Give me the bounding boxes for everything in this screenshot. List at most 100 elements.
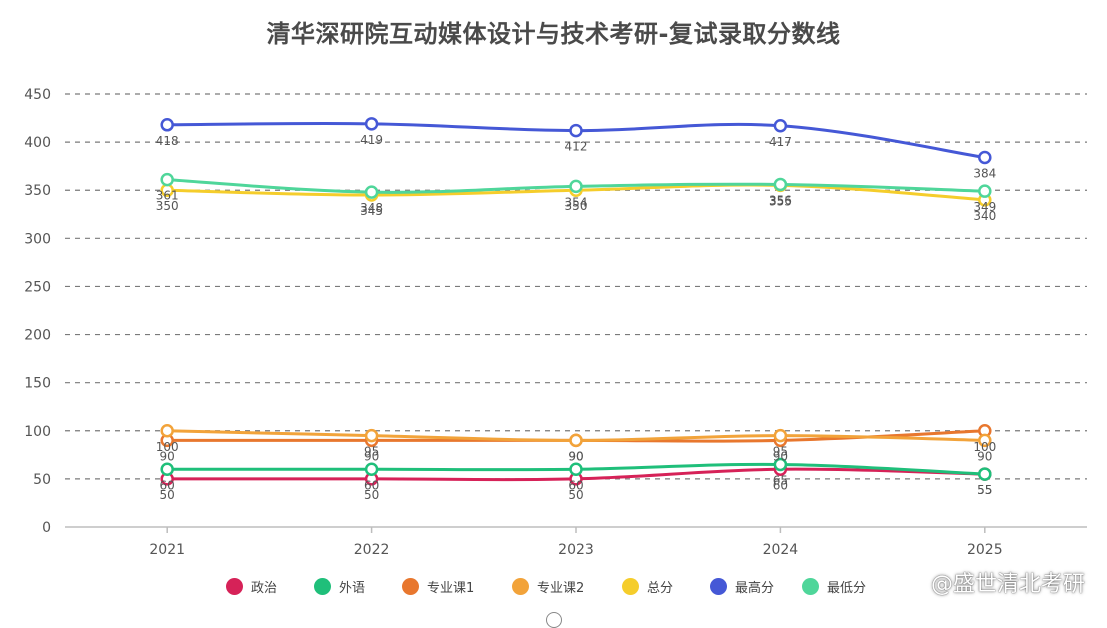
data-label: 384 <box>973 167 996 181</box>
series-1 <box>160 457 992 481</box>
series-5 <box>160 117 992 165</box>
y-tick-label: 50 <box>33 472 51 488</box>
legend-label: 专业课1 <box>427 580 475 596</box>
legend-marker-icon <box>710 577 727 595</box>
data-label: 354 <box>565 195 588 209</box>
chart-title: 清华深研院互动媒体设计与技术考研-复试录取分数线 <box>266 20 841 48</box>
data-point[interactable] <box>160 172 174 187</box>
data-label: 95 <box>773 445 788 459</box>
y-tick-label: 300 <box>24 231 51 247</box>
x-tick-label: 2023 <box>558 542 594 558</box>
legend-item[interactable]: 总分 <box>622 574 673 598</box>
data-label: 50 <box>160 488 175 502</box>
data-label: 90 <box>568 449 583 463</box>
data-point[interactable] <box>773 457 788 472</box>
data-label: 350 <box>156 199 179 213</box>
y-tick-label: 100 <box>24 424 51 440</box>
legend-item[interactable]: 专业课1 <box>402 574 474 598</box>
data-point[interactable] <box>569 123 583 138</box>
y-tick-label: 200 <box>24 328 51 344</box>
data-point[interactable] <box>978 150 992 165</box>
legend-label: 专业课2 <box>537 580 585 596</box>
data-point[interactable] <box>978 467 992 481</box>
data-label: 90 <box>773 449 788 463</box>
data-point[interactable] <box>364 428 379 443</box>
data-point[interactable] <box>569 433 583 448</box>
data-label: 55 <box>977 483 992 497</box>
data-label: 417 <box>769 135 792 149</box>
data-point[interactable] <box>569 462 583 477</box>
legend-label: 外语 <box>339 580 366 596</box>
y-tick-label: 450 <box>24 87 51 103</box>
legend-label: 政治 <box>251 580 278 596</box>
data-point[interactable] <box>160 462 174 477</box>
data-label: 90 <box>977 449 992 463</box>
legend-marker-icon <box>314 577 331 595</box>
legend-label: 总分 <box>647 580 674 596</box>
data-label: 55 <box>977 483 992 497</box>
y-tick-label: 0 <box>42 520 51 536</box>
data-label: 412 <box>565 140 588 154</box>
legend-marker-icon <box>802 577 819 595</box>
data-label: 90 <box>160 449 175 463</box>
watermark: @盛世清北考研 <box>930 572 1085 597</box>
data-label: 50 <box>364 488 379 502</box>
y-tick-label: 350 <box>24 183 51 199</box>
data-label: 60 <box>568 478 583 492</box>
y-tick-label: 150 <box>24 376 51 392</box>
y-tick-label: 250 <box>24 279 51 295</box>
series-6 <box>160 172 992 199</box>
legend-item[interactable]: 政治 <box>226 574 277 598</box>
data-label: 100 <box>973 440 996 454</box>
data-label: 60 <box>364 478 379 492</box>
legend-marker-icon <box>622 577 639 595</box>
legend-marker-icon <box>226 577 243 595</box>
x-tick-label: 2025 <box>967 542 1003 558</box>
data-label: 355 <box>769 194 792 208</box>
legend-item[interactable]: 最高分 <box>710 574 774 598</box>
y-tick-label: 400 <box>24 135 51 151</box>
data-point[interactable] <box>978 433 992 448</box>
scroll-indicator-icon <box>546 612 562 628</box>
data-label: 349 <box>973 200 996 214</box>
legend-marker-icon <box>402 577 419 595</box>
data-point[interactable] <box>160 118 174 132</box>
data-label: 340 <box>973 209 996 223</box>
data-label: 100 <box>156 440 179 454</box>
legend-item[interactable]: 外语 <box>314 574 365 598</box>
data-point[interactable] <box>569 179 583 194</box>
legend-label: 最高分 <box>735 580 775 596</box>
data-point[interactable] <box>364 462 379 477</box>
series-3 <box>160 424 992 448</box>
data-label: 419 <box>360 133 383 147</box>
data-point[interactable] <box>364 185 379 199</box>
series-layer <box>160 117 992 486</box>
data-point[interactable] <box>160 424 174 438</box>
data-label: 60 <box>160 478 175 492</box>
data-point[interactable] <box>773 119 788 133</box>
x-tick-label: 2022 <box>354 542 390 558</box>
data-point[interactable] <box>364 117 379 131</box>
data-label: 348 <box>360 201 383 215</box>
legend-marker-icon <box>512 577 529 595</box>
data-label: 60 <box>773 478 788 492</box>
x-tick-label: 2024 <box>763 542 799 558</box>
legend-item[interactable]: 最低分 <box>802 574 866 598</box>
data-point[interactable] <box>978 184 992 198</box>
x-tick-label: 2021 <box>149 542 185 558</box>
data-point[interactable] <box>773 428 788 443</box>
data-label: 356 <box>769 193 792 207</box>
data-label: 90 <box>568 449 583 463</box>
chart-legend: 政治 外语 专业课1 专业课2 总分 最高分 最低分 <box>0 574 1107 598</box>
axes: 0 50 100 150 200 250 300 350 400 450 2021 2022 2023 2… <box>24 87 1087 558</box>
data-label: 95 <box>364 445 379 459</box>
data-label: 361 <box>156 189 179 203</box>
data-label: 345 <box>360 204 383 218</box>
data-label: 50 <box>568 488 583 502</box>
data-point[interactable] <box>773 177 788 192</box>
legend-item[interactable]: 专业课2 <box>512 574 584 598</box>
data-label: 90 <box>364 449 379 463</box>
data-label: 418 <box>156 134 179 148</box>
